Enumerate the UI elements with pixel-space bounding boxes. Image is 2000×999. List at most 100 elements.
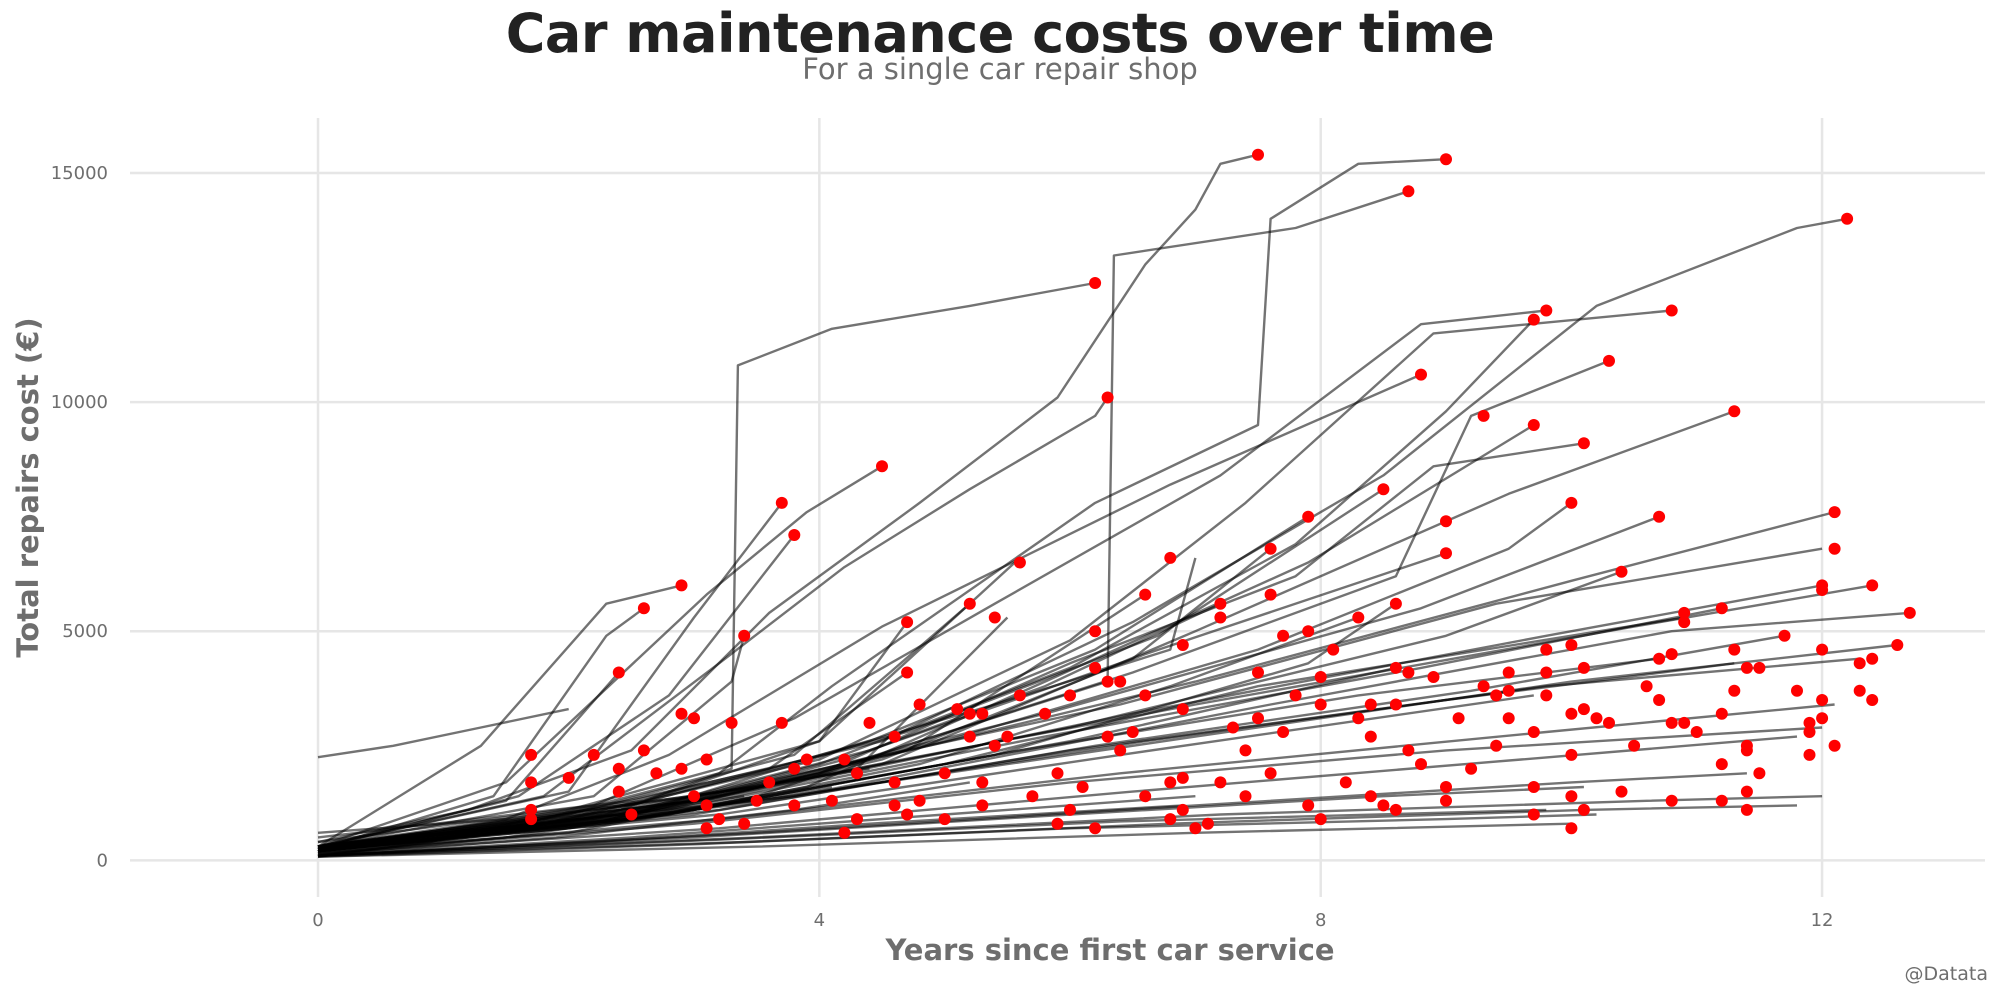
end-point — [1264, 588, 1277, 601]
series-line — [317, 635, 746, 848]
end-point — [1440, 153, 1452, 166]
end-point — [1214, 776, 1227, 789]
end-point — [650, 767, 663, 780]
end-point — [700, 799, 713, 812]
end-point — [913, 698, 926, 711]
end-point — [988, 611, 1001, 624]
end-point — [1577, 437, 1590, 450]
series-lines — [317, 153, 1910, 858]
end-point — [675, 707, 688, 720]
end-point — [1803, 726, 1816, 738]
end-point — [1540, 666, 1553, 679]
series-line — [317, 607, 645, 851]
series-line — [317, 373, 1422, 848]
end-point — [888, 776, 901, 789]
series-line — [317, 557, 1197, 853]
end-point — [1565, 822, 1578, 835]
end-point — [1740, 785, 1753, 798]
y-tick-label: 5000 — [62, 621, 108, 642]
end-point — [637, 602, 650, 615]
end-point — [1440, 794, 1452, 807]
chart-title: Car maintenance costs over time — [505, 2, 1495, 65]
end-point — [1753, 661, 1766, 674]
end-point — [1101, 391, 1114, 404]
end-point — [625, 808, 638, 821]
y-axis-title: Total repairs cost (€) — [11, 317, 45, 657]
end-point — [1364, 790, 1377, 803]
end-point — [1565, 496, 1578, 509]
end-point — [951, 703, 964, 716]
end-point — [1289, 689, 1302, 702]
end-point — [1139, 790, 1152, 803]
end-point — [1189, 822, 1202, 835]
end-point — [1264, 542, 1277, 555]
end-point — [525, 813, 538, 826]
series-line — [317, 158, 1447, 848]
end-point — [1239, 790, 1252, 803]
end-point — [675, 762, 688, 775]
chart-subtitle: For a single car repair shop — [802, 52, 1198, 86]
series-line — [317, 662, 1735, 853]
end-point — [1427, 671, 1440, 683]
end-point — [1803, 716, 1816, 729]
end-point — [525, 748, 538, 761]
end-point — [1791, 684, 1803, 697]
series-line — [317, 817, 532, 858]
end-point — [1841, 212, 1854, 225]
end-point — [1415, 368, 1427, 381]
end-point — [1440, 547, 1452, 560]
end-point — [1565, 790, 1578, 803]
end-point — [1527, 808, 1540, 821]
end-point — [1778, 629, 1791, 642]
end-point — [562, 771, 575, 784]
end-point — [1389, 661, 1402, 674]
end-point — [1477, 680, 1490, 693]
end-point — [1853, 684, 1866, 697]
end-point — [888, 730, 901, 743]
end-point — [1853, 657, 1866, 670]
end-point — [1302, 799, 1315, 812]
end-point — [1302, 625, 1315, 638]
end-point — [1816, 579, 1829, 592]
end-point — [1678, 716, 1691, 729]
end-point — [1740, 661, 1753, 674]
end-point — [976, 776, 989, 789]
end-point — [1665, 304, 1678, 317]
end-point — [1615, 785, 1628, 798]
end-point — [1389, 698, 1402, 711]
end-point — [1828, 542, 1841, 555]
x-tick-label: 8 — [1315, 910, 1326, 931]
end-point — [1126, 726, 1139, 738]
end-point — [1176, 639, 1189, 651]
end-point — [1603, 716, 1615, 729]
end-point — [1816, 694, 1829, 706]
end-point — [1402, 666, 1415, 679]
end-point — [1314, 813, 1327, 826]
end-point — [1164, 813, 1177, 826]
series-line — [317, 694, 1534, 853]
end-point — [1402, 185, 1415, 198]
x-tick-label: 4 — [814, 910, 825, 931]
end-point — [1101, 675, 1114, 688]
series-line — [317, 502, 783, 848]
end-point — [1665, 716, 1678, 729]
end-point — [1352, 611, 1365, 624]
y-tick-label: 15000 — [51, 163, 108, 184]
series-line — [317, 309, 1547, 844]
end-point — [1176, 703, 1189, 716]
end-point — [901, 616, 914, 629]
end-point — [1665, 794, 1678, 807]
series-line — [317, 735, 1798, 855]
end-point — [963, 707, 976, 720]
end-point — [1089, 277, 1102, 289]
end-point — [1377, 483, 1390, 496]
end-point — [1891, 639, 1904, 651]
end-point — [1089, 625, 1102, 638]
series-line — [317, 584, 1873, 848]
end-point — [876, 460, 888, 473]
end-point — [1540, 689, 1553, 702]
end-point — [1715, 758, 1728, 771]
end-point — [1577, 661, 1590, 674]
end-point — [1239, 744, 1252, 757]
